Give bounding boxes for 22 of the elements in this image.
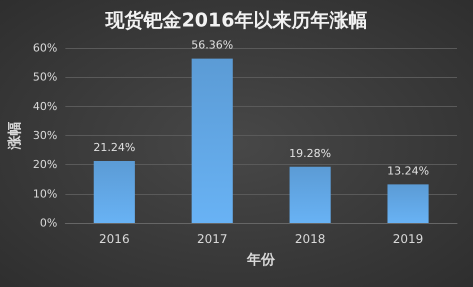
y-tick-label: 40%: [32, 100, 58, 113]
x-tick-label: 2017: [196, 232, 228, 246]
chart-title: 现货钯金2016年以来历年涨幅: [104, 10, 368, 32]
y-tick-label: 10%: [32, 187, 58, 200]
bar: [94, 161, 135, 223]
bar: [387, 184, 429, 223]
x-tick-label: 2019: [392, 232, 424, 246]
y-tick-label: 50%: [32, 70, 58, 84]
bar: [192, 58, 233, 223]
y-tick-label: 60%: [32, 42, 58, 54]
x-tick-label: 2018: [294, 232, 326, 246]
data-label: 19.28%: [289, 146, 332, 160]
data-label: 13.24%: [387, 164, 430, 178]
y-tick-label: 20%: [32, 158, 58, 172]
x-axis-title: 年份: [246, 252, 276, 268]
y-axis-title: 涨幅: [7, 122, 23, 150]
bar: [290, 166, 331, 223]
data-label: 56.36%: [191, 38, 234, 52]
data-label: 21.24%: [93, 141, 136, 154]
x-tick-label: 2016: [99, 232, 130, 246]
y-tick-label: 0%: [40, 216, 58, 230]
y-tick-label: 30%: [32, 129, 58, 142]
